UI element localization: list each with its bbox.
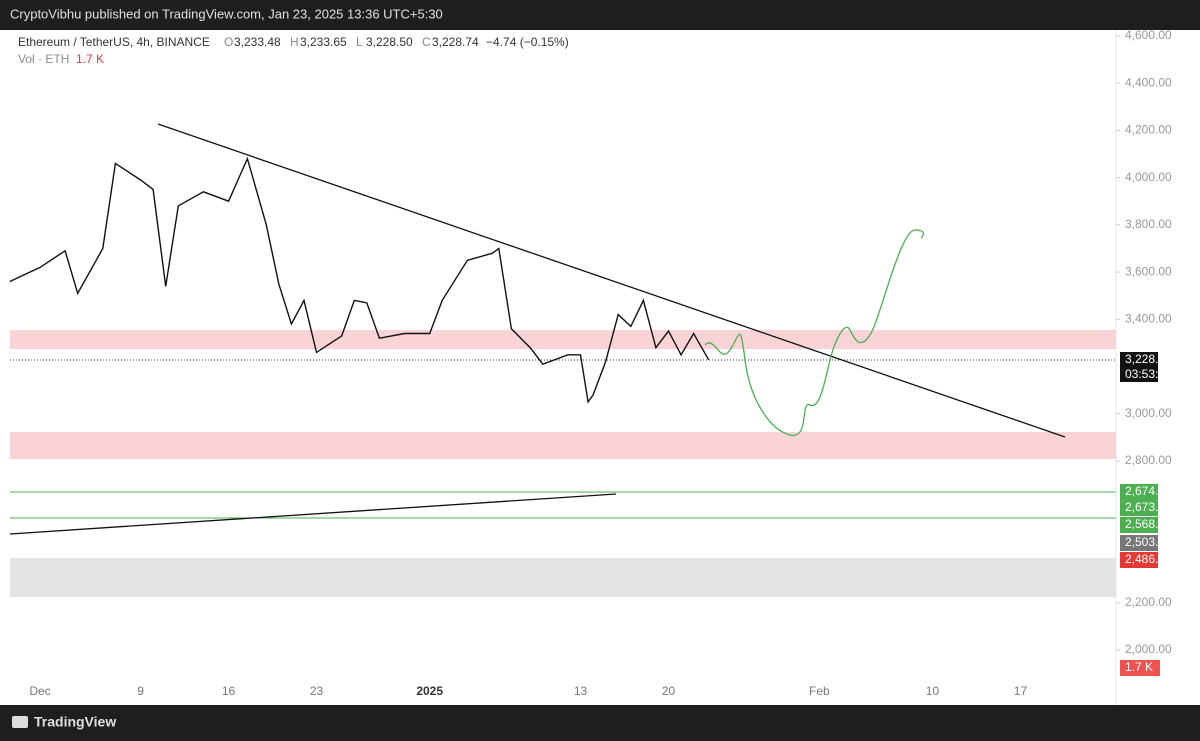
badge-text: 2,503.85 <box>1125 535 1172 549</box>
ohlc: O 3,233.48 H 3,233.65 L 3,228.50 C 3,228.74 −4.7… <box>224 35 569 49</box>
date-label: 13 <box>574 684 588 698</box>
price-label: 3,600.00 <box>1125 264 1172 278</box>
date-label: 20 <box>662 684 676 698</box>
support-zone <box>10 432 1116 459</box>
resistance-zone <box>10 330 1116 349</box>
ohlc-label: C <box>422 35 431 49</box>
date-label: Feb <box>809 684 830 698</box>
top-bar <box>0 0 1200 30</box>
price-label: 3,800.00 <box>1125 217 1172 231</box>
trendline <box>9 493 617 535</box>
date-label: Dec <box>29 684 50 698</box>
ohlc-label: O <box>224 35 233 49</box>
price-label: 3,400.00 <box>1125 311 1172 325</box>
volume-value: 1.7 K <box>76 52 104 66</box>
publisher: CryptoVibhu published on TradingView.com… <box>10 6 443 21</box>
badge <box>1120 500 1158 516</box>
date-label: 17 <box>1014 684 1028 698</box>
date-label: 9 <box>137 684 144 698</box>
trendline <box>157 123 1066 438</box>
brand: TradingView <box>34 714 116 730</box>
price-label: 3,000.00 <box>1125 406 1172 420</box>
badge <box>1120 484 1158 500</box>
last-price-badge <box>1120 352 1158 382</box>
badge-text: 2,673.82 <box>1125 500 1172 514</box>
ohlc-value: 3,233.65 <box>300 35 347 49</box>
date-label: 10 <box>926 684 940 698</box>
badge <box>1120 660 1160 676</box>
price-label: 2,000.00 <box>1125 642 1172 656</box>
ohlc-value: 3,228.50 <box>366 35 413 49</box>
symbol: Ethereum / TetherUS, 4h, BINANCE <box>18 35 210 49</box>
date-label: 16 <box>222 684 236 698</box>
price-label: 4,400.00 <box>1125 75 1172 89</box>
badge <box>1120 517 1158 533</box>
price-line <box>9 156 710 404</box>
gray-zone <box>10 558 1116 597</box>
price-label: 4,000.00 <box>1125 170 1172 184</box>
badge-text: 2,486.75 <box>1125 552 1172 566</box>
countdown: 03:53:07 <box>1125 367 1172 381</box>
volume-label: Vol · ETH <box>18 52 69 66</box>
ohlc-value: 3,228.74 <box>432 35 479 49</box>
change: −4.74 (−0.15%) <box>486 35 569 49</box>
date-label: 2025 <box>416 684 443 698</box>
last-price: 3,228.74 <box>1125 352 1172 366</box>
badge <box>1120 552 1158 568</box>
projection <box>704 229 925 436</box>
badge <box>1120 535 1158 551</box>
price-label: 4,200.00 <box>1125 123 1172 137</box>
ohlc-value: 3,233.48 <box>234 35 281 49</box>
badge-text: 1.7 K <box>1125 660 1153 674</box>
date-label: 23 <box>310 684 324 698</box>
price-label: 2,800.00 <box>1125 453 1172 467</box>
badge-text: 2,674.50 <box>1125 484 1172 498</box>
price-label: 2,200.00 <box>1125 595 1172 609</box>
price-label: 4,600.00 <box>1125 28 1172 42</box>
badge-text: 2,568.11 <box>1125 517 1171 531</box>
bottom-bar <box>0 705 1200 741</box>
ohlc-label: H <box>290 35 299 49</box>
ohlc-label: L <box>356 35 363 49</box>
logo <box>12 716 28 728</box>
